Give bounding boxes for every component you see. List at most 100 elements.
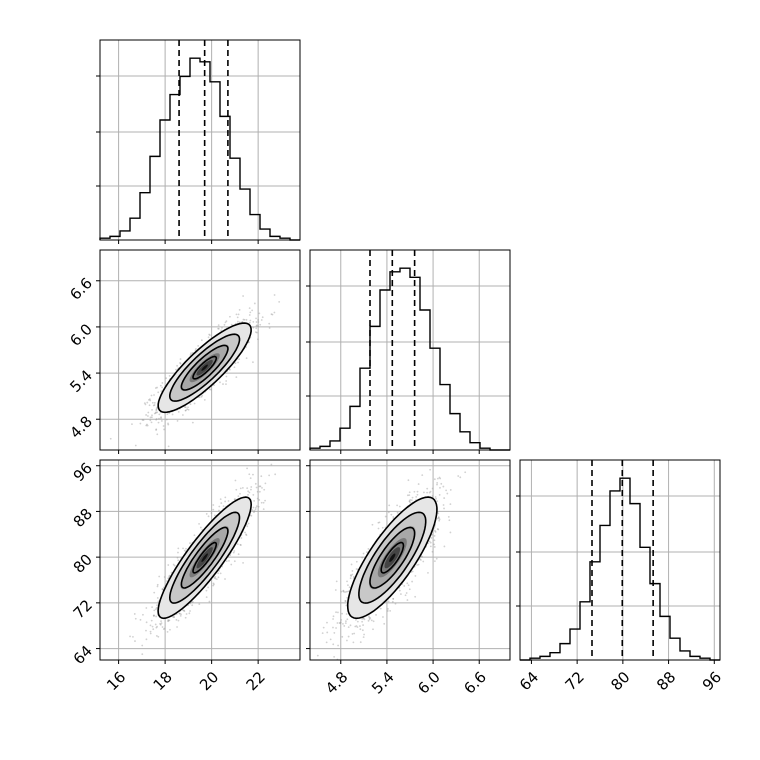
scatter-point	[414, 595, 417, 598]
scatter-point	[447, 515, 450, 518]
scatter-point	[141, 419, 144, 421]
scatter-point	[240, 537, 243, 539]
scatter-point	[345, 604, 348, 607]
scatter-point	[172, 615, 174, 618]
scatter-point	[346, 580, 348, 583]
scatter-point	[258, 485, 261, 488]
scatter-point	[367, 547, 370, 550]
scatter-point	[337, 644, 339, 647]
scatter-point	[133, 662, 135, 664]
scatter-point	[147, 415, 149, 417]
scatter-point	[436, 477, 439, 480]
scatter-point	[355, 625, 358, 627]
scatter-point	[433, 539, 436, 542]
scatter-point	[134, 617, 137, 620]
scatter-point	[416, 493, 419, 496]
scatter-point	[177, 551, 179, 554]
scatter-point	[251, 309, 254, 312]
scatter-point	[218, 509, 220, 512]
scatter-point	[155, 411, 157, 414]
scatter-point	[351, 570, 354, 572]
scatter-point	[205, 596, 208, 599]
scatter-point	[219, 381, 221, 384]
scatter-point	[403, 585, 406, 587]
scatter-point	[151, 401, 154, 404]
scatter-point	[158, 413, 161, 416]
joint-panel-1-2: 4.8 5.4 6.0 6.6	[306, 459, 511, 698]
scatter-point	[372, 628, 374, 631]
scatter-point	[333, 632, 336, 634]
scatter-point	[352, 641, 355, 644]
scatter-point	[153, 394, 155, 396]
scatter-point	[222, 383, 224, 385]
scatter-point	[437, 516, 440, 519]
scatter-point	[437, 528, 440, 531]
scatter-point	[262, 508, 265, 510]
scatter-point	[337, 611, 339, 614]
scatter-point	[428, 540, 431, 543]
scatter-point	[210, 512, 213, 515]
panel-frame	[309, 459, 511, 661]
scatter-point	[207, 336, 210, 339]
scatter-point	[256, 331, 258, 334]
scatter-point	[143, 402, 146, 405]
scatter-point	[184, 406, 186, 408]
scatter-point	[248, 321, 251, 324]
scatter-point	[148, 404, 151, 407]
scatter-point	[260, 475, 263, 478]
scatter-point	[341, 612, 343, 615]
scatter-point	[246, 467, 248, 470]
scatter-point	[150, 394, 153, 397]
scatter-point	[224, 496, 227, 499]
contour-line	[157, 322, 252, 414]
scatter-point	[198, 522, 200, 525]
contour-line	[369, 526, 416, 589]
x-tick-label: 72	[562, 668, 588, 694]
scatter-point	[205, 589, 208, 592]
scatter-point	[139, 422, 142, 425]
scatter-point	[163, 428, 165, 431]
scatter-point	[155, 408, 158, 411]
scatter-point	[438, 519, 441, 522]
scatter-point	[155, 429, 157, 431]
scatter-point	[168, 574, 171, 577]
scatter-point	[437, 517, 440, 519]
scatter-point	[156, 585, 159, 588]
scatter-point	[235, 313, 238, 316]
scatter-point	[237, 320, 239, 323]
x-tick-label: 20	[196, 668, 222, 694]
y-tick-label: 4.8	[66, 413, 96, 443]
contour-line	[192, 541, 218, 574]
scatter-point	[263, 488, 266, 491]
scatter-point	[353, 632, 356, 635]
scatter-point	[155, 607, 158, 609]
scatter-point	[252, 494, 255, 496]
contour-line	[180, 526, 229, 589]
scatter-point	[355, 560, 358, 563]
scatter-point	[167, 422, 169, 425]
scatter-point	[225, 375, 228, 378]
scatter-point	[161, 382, 164, 384]
scatter-point	[438, 493, 441, 496]
scatter-point	[234, 498, 237, 501]
scatter-point	[464, 471, 467, 474]
scatter-point	[398, 589, 401, 592]
scatter-point	[394, 602, 397, 605]
scatter-point	[213, 384, 215, 386]
scatter-point	[185, 547, 187, 550]
panel-frame	[519, 459, 721, 661]
scatter-point	[177, 411, 180, 413]
scatter-point	[203, 398, 206, 401]
scatter-point	[351, 633, 354, 635]
x-tick-label: 16	[103, 668, 129, 694]
scatter-point	[445, 489, 448, 492]
scatter-point	[191, 421, 194, 424]
scatter-point	[407, 584, 410, 587]
scatter-point	[213, 576, 216, 579]
scatter-point	[405, 592, 408, 594]
scatter-point	[149, 419, 152, 422]
scatter-point	[178, 612, 181, 615]
scatter-point	[255, 327, 258, 330]
scatter-point	[177, 619, 180, 622]
scatter-point	[147, 411, 150, 414]
